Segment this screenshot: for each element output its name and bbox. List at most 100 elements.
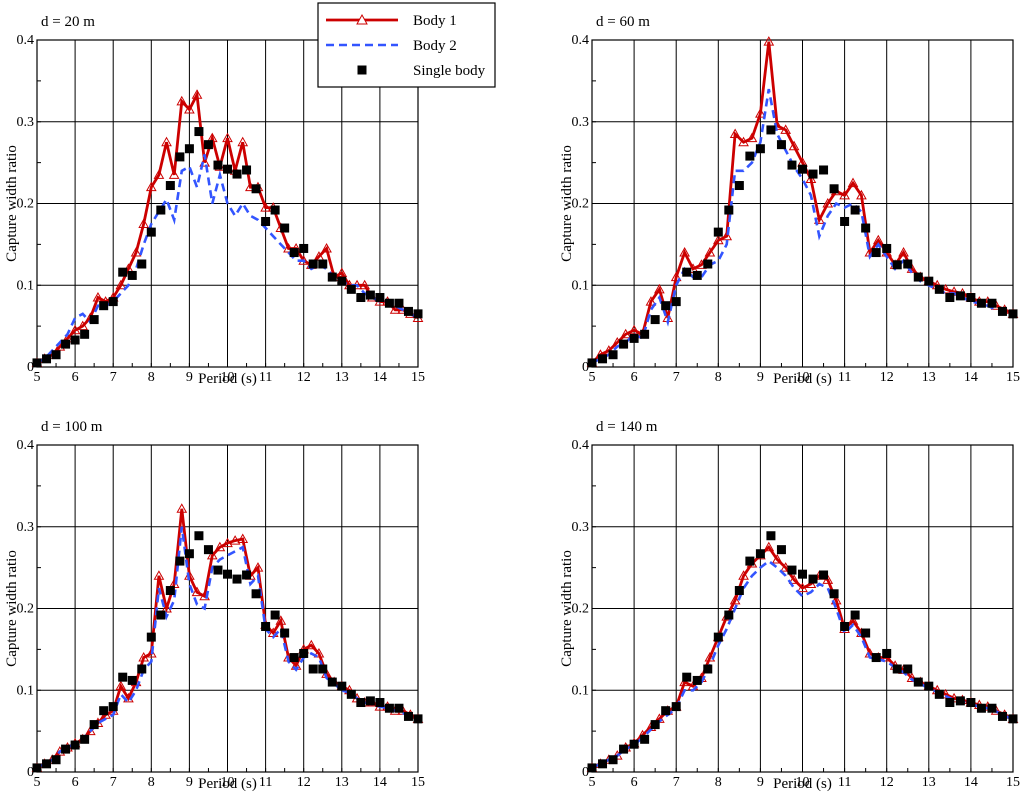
single-body-point xyxy=(299,243,309,253)
single-body-point xyxy=(619,339,629,349)
single-body-point xyxy=(42,759,52,769)
single-body-point xyxy=(787,160,797,170)
single-body-point xyxy=(251,184,261,194)
x-tick-label: 12 xyxy=(880,370,894,385)
body-1-marker xyxy=(153,570,165,580)
single-body-point xyxy=(118,672,128,682)
x-tick-label: 11 xyxy=(259,775,272,790)
single-body-point xyxy=(787,565,797,575)
panel-title: d = 60 m xyxy=(596,14,650,30)
single-body-point xyxy=(629,333,639,343)
body-1-marker xyxy=(645,296,657,306)
single-body-point xyxy=(755,144,765,154)
body-1-marker xyxy=(138,652,150,662)
single-body-point xyxy=(966,293,976,303)
x-tick-label: 8 xyxy=(148,775,155,790)
body-1-marker xyxy=(822,197,834,208)
single-body-point xyxy=(955,696,965,706)
body-1-marker xyxy=(145,647,157,658)
single-body-point xyxy=(640,329,650,339)
body-1-marker xyxy=(389,304,401,314)
x-tick-label: 13 xyxy=(335,370,349,385)
x-axis-label: Period (s) xyxy=(198,776,257,792)
y-tick-label: 0.3 xyxy=(17,520,35,535)
body-1-marker xyxy=(153,169,165,179)
single-body-point xyxy=(734,586,744,596)
single-body-point xyxy=(598,759,608,769)
body-1-marker xyxy=(283,242,294,253)
single-body-point xyxy=(661,301,671,311)
single-body-point xyxy=(413,714,423,724)
body-1-marker xyxy=(738,136,749,147)
y-tick-label: 0.3 xyxy=(572,520,590,535)
single-body-point xyxy=(280,223,290,233)
body-1-marker xyxy=(184,103,195,114)
single-body-point xyxy=(808,169,818,179)
body-1-marker xyxy=(138,218,150,228)
y-tick-label: 0.4 xyxy=(17,33,35,48)
single-body-point xyxy=(384,703,394,713)
x-axis-label: Period (s) xyxy=(773,371,832,387)
body-1-marker xyxy=(252,562,264,572)
single-body-point xyxy=(61,339,71,349)
x-tick-label: 14 xyxy=(964,370,978,385)
single-body-point xyxy=(903,664,913,674)
single-body-point xyxy=(587,358,597,368)
single-body-point xyxy=(203,140,213,150)
body-1-marker xyxy=(260,202,271,212)
body-1-marker xyxy=(729,128,741,139)
y-tick-label: 0.1 xyxy=(572,683,590,698)
single-body-point xyxy=(365,290,375,300)
x-tick-label: 11 xyxy=(259,370,272,385)
single-body-point xyxy=(318,664,328,674)
single-body-point xyxy=(608,755,618,765)
single-body-point xyxy=(724,610,734,620)
body-1-marker xyxy=(788,574,800,584)
body-1-marker xyxy=(712,234,724,245)
panel-title: d = 20 m xyxy=(41,14,95,30)
body-1-marker xyxy=(906,672,918,682)
x-tick-label: 14 xyxy=(964,775,978,790)
y-tick-label: 0.2 xyxy=(17,602,35,617)
single-body-point xyxy=(51,755,61,765)
single-body-point xyxy=(194,127,204,137)
single-body-point xyxy=(175,556,185,566)
single-body-point xyxy=(184,144,194,154)
x-tick-label: 8 xyxy=(715,775,722,790)
single-body-point xyxy=(966,698,976,708)
body-1-marker xyxy=(780,124,792,134)
body-1-marker xyxy=(206,549,218,560)
body-1-marker xyxy=(115,279,127,290)
body-1-marker xyxy=(788,140,800,151)
x-tick-label: 5 xyxy=(589,370,596,385)
single-body-point xyxy=(671,702,681,712)
body-1-marker xyxy=(679,247,690,257)
y-tick-label: 0 xyxy=(27,765,34,780)
single-body-point xyxy=(892,260,902,270)
single-body-point xyxy=(289,248,299,258)
single-body-point xyxy=(327,272,337,282)
single-body-point xyxy=(692,270,702,280)
y-tick-label: 0.4 xyxy=(572,438,590,453)
y-axis-label: Capture width ratio xyxy=(559,145,575,262)
single-body-point xyxy=(997,711,1007,721)
single-body-point xyxy=(223,569,232,579)
x-tick-label: 10 xyxy=(221,775,235,790)
body-1-marker xyxy=(628,324,640,335)
single-body-point xyxy=(261,621,271,631)
y-tick-label: 0 xyxy=(582,360,589,375)
body-1-marker xyxy=(313,647,325,658)
single-body-point xyxy=(692,675,702,685)
single-body-point xyxy=(987,703,997,713)
legend-label: Single body xyxy=(413,63,486,79)
legend-box xyxy=(317,2,496,88)
single-body-point xyxy=(70,335,80,345)
single-body-point xyxy=(70,740,80,750)
single-body-point xyxy=(375,293,385,303)
series-single xyxy=(32,531,423,773)
single-body-point xyxy=(713,227,723,237)
single-body-point xyxy=(32,358,42,368)
single-body-point xyxy=(976,703,986,713)
body-1-marker xyxy=(856,189,867,200)
single-body-point xyxy=(650,315,660,325)
